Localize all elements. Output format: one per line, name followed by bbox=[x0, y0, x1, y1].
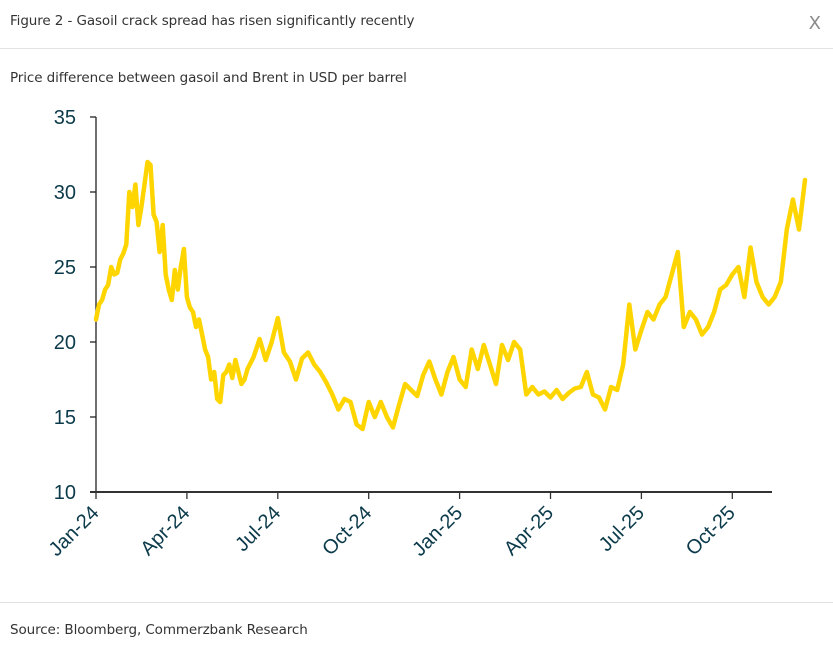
x-tick-label: Oct-24 bbox=[318, 502, 376, 560]
x-tick-label: Oct-25 bbox=[682, 502, 740, 560]
series-line-gasoil-crack-spread bbox=[93, 159, 808, 432]
y-tick-label: 10 bbox=[54, 482, 76, 504]
y-tick-label: 15 bbox=[54, 407, 76, 429]
x-tick-label: Apr-24 bbox=[136, 502, 194, 560]
x-tick-label: Apr-25 bbox=[500, 502, 558, 560]
footer-divider bbox=[0, 602, 833, 603]
x-tick-label: Jul-24 bbox=[231, 502, 285, 556]
x-tick-label: Jan-24 bbox=[45, 502, 104, 561]
y-axis: 10 15 20 25 30 35 bbox=[54, 107, 97, 504]
y-tick-label: 30 bbox=[54, 182, 76, 204]
y-tick-label: 20 bbox=[54, 332, 76, 354]
close-icon[interactable]: X bbox=[808, 13, 821, 34]
x-axis: Jan-24 Apr-24 Jul-24 Oct-24 Jan-25 Apr-25 Jul-… bbox=[45, 491, 772, 561]
series-group bbox=[93, 159, 808, 432]
source-note: Source: Bloomberg, Commerzbank Research bbox=[10, 622, 308, 638]
x-tick-label: Jan-25 bbox=[408, 502, 467, 561]
y-tick-label: 35 bbox=[54, 107, 76, 129]
x-tick-label: Jul-25 bbox=[595, 502, 649, 556]
figure-header: Figure 2 - Gasoil crack spread has risen… bbox=[0, 0, 833, 49]
figure-title: Figure 2 - Gasoil crack spread has risen… bbox=[10, 13, 415, 29]
chart-subtitle: Price difference between gasoil and Bren… bbox=[10, 70, 407, 86]
y-tick-label: 25 bbox=[54, 257, 76, 279]
